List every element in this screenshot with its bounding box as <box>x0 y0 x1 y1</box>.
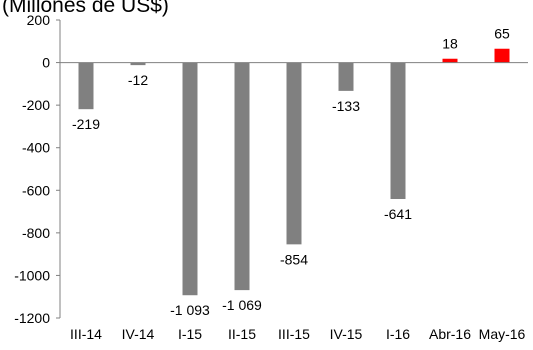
x-category-label: Abr-16 <box>429 326 471 342</box>
x-category-label: IV-14 <box>122 326 155 342</box>
data-label: -12 <box>128 72 148 88</box>
data-labels: -219 -12 -1 093 -1 069 -854 -133 -641 18 65 <box>72 26 510 318</box>
data-label: 18 <box>442 36 458 52</box>
bar-III-15 <box>286 62 302 245</box>
data-label: -133 <box>332 98 360 114</box>
y-axis: 200 0 -200 -400 -600 -800 -1000 -1200 <box>14 12 61 326</box>
y-tick-label: 0 <box>42 55 50 71</box>
bar-IV-15 <box>338 62 354 91</box>
data-label: -1 069 <box>222 297 262 313</box>
x-category-label: May-16 <box>479 326 526 342</box>
y-tick-label: -200 <box>22 97 50 113</box>
data-label: 65 <box>494 26 510 42</box>
data-label: -1 093 <box>170 302 210 318</box>
bar-IV-14 <box>130 62 146 66</box>
bars <box>78 48 510 296</box>
bar-II-15 <box>234 62 250 291</box>
y-tick-label: -800 <box>22 225 50 241</box>
y-tick-label: 200 <box>27 12 51 28</box>
unit-title: (Millones de US$) <box>2 0 169 17</box>
x-category-label: II-15 <box>228 326 256 342</box>
y-tick-label: -1200 <box>14 310 50 326</box>
x-category-label: I-16 <box>386 326 410 342</box>
y-tick-label: -400 <box>22 140 50 156</box>
x-category-label: IV-15 <box>330 326 363 342</box>
bar-May-16 <box>494 48 510 63</box>
x-axis-labels: III-14 IV-14 I-15 II-15 III-15 IV-15 I-16 Abr-1… <box>70 326 526 342</box>
x-category-label: I-15 <box>178 326 202 342</box>
x-category-label: III-15 <box>278 326 310 342</box>
y-tick-label: -1000 <box>14 267 50 283</box>
bar-Abr-16 <box>442 58 458 63</box>
bar-I-16 <box>390 62 406 200</box>
x-category-label: III-14 <box>70 326 102 342</box>
y-tick-label: -600 <box>22 182 50 198</box>
bar-I-15 <box>182 62 198 296</box>
data-label: -854 <box>280 251 308 267</box>
bar-III-14 <box>78 62 94 110</box>
data-label: -641 <box>384 206 412 222</box>
data-label: -219 <box>72 116 100 132</box>
